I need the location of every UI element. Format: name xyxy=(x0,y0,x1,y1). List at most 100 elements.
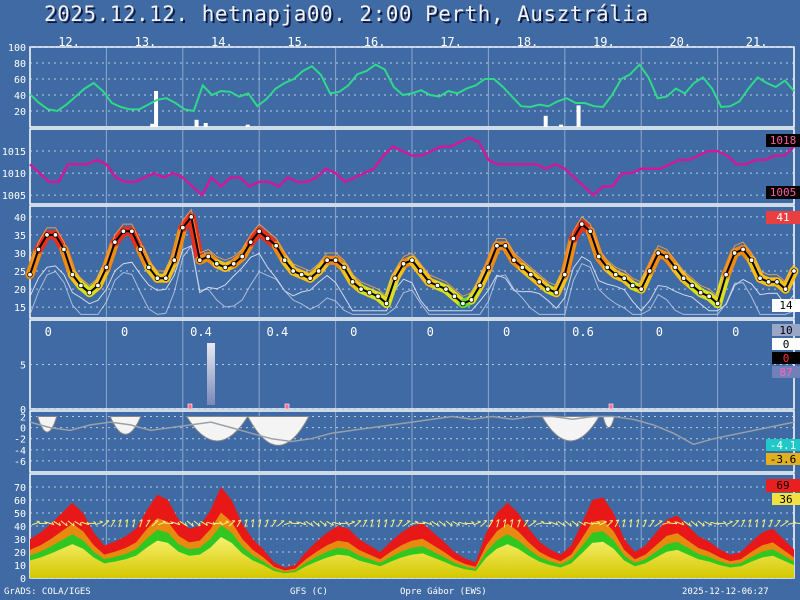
wind-arrow-head xyxy=(540,520,545,523)
wind-arrow-shaft xyxy=(410,521,418,526)
wind-arrow-shaft xyxy=(251,519,255,528)
wind-arrow-head xyxy=(769,519,773,522)
y-tick-label: 30 xyxy=(14,249,26,260)
y-tick-label: 20 xyxy=(14,285,26,296)
wind-arrow-shaft xyxy=(228,520,236,527)
wind-arrow-shaft xyxy=(424,521,432,526)
wind-arrow xyxy=(118,519,122,528)
wind-arrow xyxy=(200,520,208,526)
instability-label: -3.6 xyxy=(770,453,797,466)
wind-arrow-shaft xyxy=(503,519,507,528)
wind-arrow xyxy=(523,519,529,527)
wind-arrow xyxy=(769,519,773,528)
wind-arrow-shaft xyxy=(762,519,766,528)
wind-arrow xyxy=(221,520,229,526)
day-tick-label: 20. xyxy=(669,35,691,49)
wind-arrow-shaft xyxy=(459,521,467,525)
y-tick-label: 100 xyxy=(8,43,26,54)
wind-arrow xyxy=(668,521,678,525)
temperature-point xyxy=(86,290,93,296)
wind-arrow-shaft xyxy=(139,519,143,528)
wind-arrow xyxy=(32,520,40,526)
wind-arrow xyxy=(636,519,640,528)
temperature-point xyxy=(171,257,178,263)
wind-arrow xyxy=(158,520,166,526)
wind-arrow xyxy=(410,520,419,526)
footer-author: Opre Gábor (EWS) xyxy=(400,587,487,597)
temperature-point xyxy=(536,279,543,285)
wind-arrow xyxy=(172,521,181,526)
wind-arrow-shaft xyxy=(193,520,201,527)
wind-arrow-head xyxy=(331,522,334,526)
wind-arrow-shaft xyxy=(510,519,514,528)
temperature-point xyxy=(35,246,42,253)
y-tick-label: 40 xyxy=(14,213,26,224)
temperature-point xyxy=(103,264,110,271)
wind-arrow xyxy=(67,520,75,527)
wind-arrow-shaft xyxy=(354,520,362,527)
wind-arrow-head xyxy=(414,520,419,523)
temperature-point xyxy=(782,286,789,292)
footer: GrADS: COLA/IGES GFS (C) Opre Gábor (EWS… xyxy=(0,586,800,600)
wind-arrow-shaft xyxy=(599,521,607,526)
temperature-point xyxy=(519,264,526,271)
precip-marker xyxy=(608,403,614,410)
dewpoint-line xyxy=(29,245,795,312)
wind-arrow-head xyxy=(384,519,388,522)
wind-arrow xyxy=(571,520,579,527)
temperature-point xyxy=(248,239,254,245)
wind-arrow-shaft xyxy=(683,520,691,527)
wind-arrow-shaft xyxy=(125,519,129,528)
wind-arrow xyxy=(536,520,545,525)
wind-arrow-head xyxy=(310,522,313,526)
wind-arrow-head xyxy=(280,520,285,522)
wind-arrow-shaft xyxy=(523,519,529,527)
wind-arrow xyxy=(38,521,48,524)
wind-arrow-head xyxy=(709,522,712,526)
temperature-point xyxy=(409,257,415,263)
temperature-point xyxy=(349,279,356,285)
wind-arrow-head xyxy=(212,521,216,525)
y-tick-label: 50 xyxy=(14,509,26,520)
wind-arrow-head xyxy=(65,522,68,527)
temperature-point xyxy=(69,271,76,278)
wind-arrow-head xyxy=(510,519,514,522)
wind-arrow-head xyxy=(548,521,552,525)
wind-arrow-head xyxy=(93,521,97,524)
wind-arrow-shaft xyxy=(614,519,620,528)
wind-arrow-head xyxy=(170,521,174,524)
temperature-point xyxy=(392,275,398,281)
wind-arrow-shaft xyxy=(67,520,75,527)
wind-arrow-shaft xyxy=(725,521,733,526)
wind-arrow-head xyxy=(643,519,647,522)
precip-side-label-bg xyxy=(772,324,800,336)
wind-arrow-shaft xyxy=(236,519,242,528)
wind-arrow xyxy=(333,521,342,526)
day-tick-label: 17. xyxy=(440,35,462,49)
precip-side-label: 0 xyxy=(783,352,790,365)
wind-arrow-shaft xyxy=(370,519,374,528)
precip-bar xyxy=(543,115,548,127)
temperature-point xyxy=(180,224,186,231)
temperature-point xyxy=(324,257,330,263)
wind-arrow xyxy=(517,519,521,528)
wind-arrow-head xyxy=(58,522,61,526)
y-tick-label: 25 xyxy=(14,267,26,278)
wind-arrow xyxy=(60,520,68,527)
temperature-point xyxy=(451,293,458,300)
temp-max-envelope xyxy=(29,208,795,298)
temperature-point xyxy=(621,275,627,281)
wind-arrow xyxy=(787,520,797,525)
wind-arrow-shaft xyxy=(557,520,565,527)
temp-max-label-bg xyxy=(766,211,800,224)
instability-area xyxy=(109,416,142,435)
wind-arrow-shaft xyxy=(445,520,453,527)
wind-arrow-head xyxy=(191,522,194,527)
y-tick-label: 0 xyxy=(20,424,26,435)
wind-arrow-head xyxy=(659,520,663,522)
temperature-point xyxy=(485,264,492,271)
temperature-point xyxy=(434,282,441,289)
daily-precip-total: 0 xyxy=(427,325,434,339)
temperature-point xyxy=(443,286,449,292)
wind-arrow-head xyxy=(36,520,40,523)
